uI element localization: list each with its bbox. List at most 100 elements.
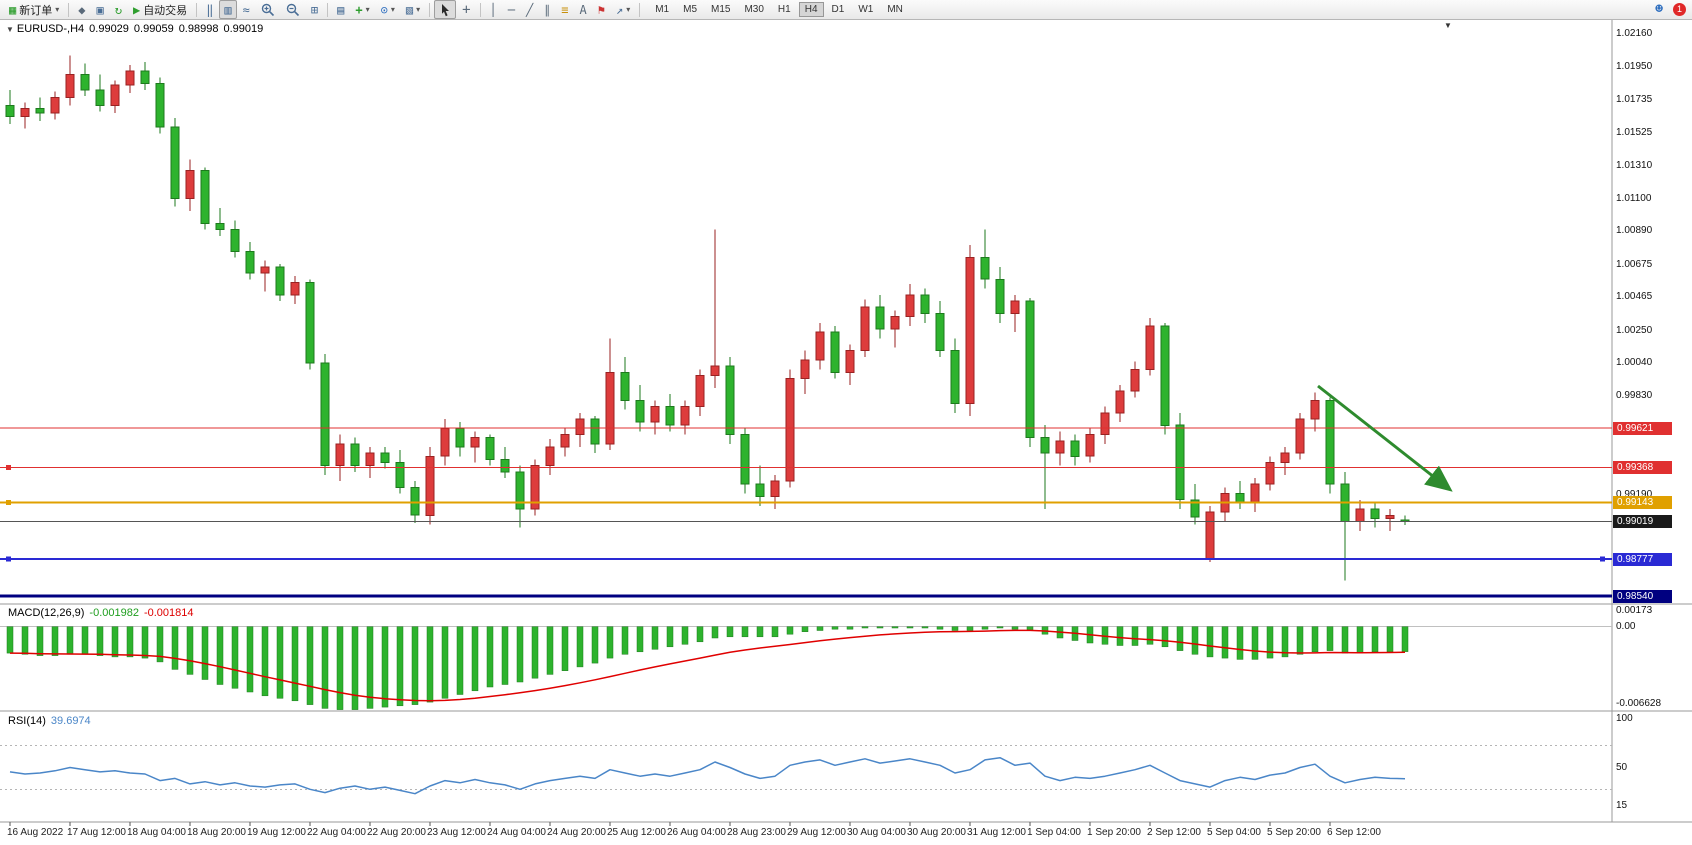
toolbar-separator: [429, 2, 431, 17]
chevron-down-icon[interactable]: ▾: [626, 5, 631, 14]
time-axis-label: 30 Aug 20:00: [907, 827, 966, 838]
time-axis-label: 29 Aug 12:00: [787, 827, 846, 838]
chevron-down-icon[interactable]: ▾: [416, 5, 421, 14]
fibonacci-button[interactable]: ≡: [556, 0, 573, 19]
price-axis-label: 1.01100: [1616, 192, 1652, 204]
price-line-badge: 0.98777: [1613, 552, 1672, 566]
macd-signal-value: -0.001814: [143, 607, 194, 619]
channel-button[interactable]: ∥: [539, 0, 555, 19]
timeframe-button-mn[interactable]: MN: [887, 4, 903, 15]
chevron-down-icon[interactable]: ▾: [55, 5, 60, 14]
indicators-button[interactable]: + ▾: [350, 0, 374, 19]
timeframe-button-m30[interactable]: M30: [744, 4, 764, 15]
bar-chart-button[interactable]: ‖: [201, 0, 218, 19]
candlestick-chart-button[interactable]: ▥: [219, 0, 237, 19]
channel-icon: ∥: [544, 2, 551, 17]
text-label-icon: ⚑: [597, 2, 605, 17]
time-axis-label: 26 Aug 04:00: [667, 827, 726, 838]
chart-shift-marker[interactable]: ▼: [1444, 21, 1452, 30]
new-order-icon: ▦: [9, 2, 17, 17]
time-axis-label: 5 Sep 20:00: [1267, 827, 1321, 838]
price-axis-label: 1.01950: [1616, 60, 1653, 72]
timeframe-button-m1[interactable]: M1: [655, 4, 670, 15]
timeframe-button-m15[interactable]: M15: [711, 4, 731, 15]
indicators-plus-icon: +: [355, 2, 363, 17]
price-axis-label: 1.02160: [1616, 27, 1653, 39]
timeframe-button-h1[interactable]: H1: [777, 4, 791, 15]
time-axis-label: 2 Sep 12:00: [1147, 827, 1201, 838]
text-button[interactable]: A: [574, 0, 591, 19]
refresh-button[interactable]: ↻: [110, 0, 127, 19]
panel-separators[interactable]: [0, 20, 1692, 823]
chevron-down-icon[interactable]: ▾: [390, 5, 395, 14]
community-person-icon: ☻: [1655, 2, 1663, 17]
ohlc-high: 0.99059: [133, 23, 174, 35]
text-label-button[interactable]: ⚑: [593, 0, 610, 19]
vertical-line-button[interactable]: │: [485, 0, 502, 19]
trend-arrow-annotation[interactable]: [1317, 384, 1453, 492]
time-axis-label: 30 Aug 04:00: [847, 827, 906, 838]
time-axis-label: 19 Aug 12:00: [247, 827, 306, 838]
zoom-in-button[interactable]: [256, 0, 280, 19]
one-click-trading-toggle[interactable]: ▼: [6, 25, 14, 34]
time-axis-label: 23 Aug 12:00: [427, 827, 486, 838]
clock-icon: ⊙: [380, 2, 388, 17]
tile-windows-icon: ⊞: [310, 2, 319, 17]
price-line-badge: 0.99621: [1613, 421, 1672, 435]
toolbar-separator: [327, 2, 329, 17]
price-axis-label: 0.99190: [1616, 489, 1653, 501]
price-line-badge: 0.99368: [1613, 460, 1672, 474]
price-line-badge: 0.99143: [1613, 495, 1672, 509]
time-axis-label: 22 Aug 04:00: [307, 827, 366, 838]
time-axis-label: 18 Aug 20:00: [187, 827, 246, 838]
market-watch-button[interactable]: ▣: [91, 0, 108, 19]
autotrading-label: 自动交易: [143, 4, 188, 17]
macd-main-value: -0.001982: [89, 607, 139, 619]
timeframe-button-d1[interactable]: D1: [831, 4, 845, 15]
compass-button[interactable]: ◆: [73, 0, 90, 19]
timeframe-toolbar: M1 M5 M15 M30 H1 H4 D1 W1 MN: [648, 2, 910, 17]
arrows-button[interactable]: ↗ ▾: [611, 0, 635, 19]
new-order-button[interactable]: ▦ 新订单 ▾: [4, 0, 64, 19]
crosshair-button[interactable]: +: [457, 0, 475, 19]
macd-axis-label: 0.00: [1616, 620, 1636, 632]
zoom-in-icon: [261, 3, 274, 16]
cascade-windows-button[interactable]: ▤: [332, 0, 349, 19]
time-axis-label: 25 Aug 12:00: [607, 827, 666, 838]
price-axis-label: 1.00250: [1616, 324, 1653, 336]
macd-axis-label: -0.006628: [1616, 698, 1662, 709]
zoom-out-icon: [286, 3, 299, 16]
new-order-label: 新订单: [19, 4, 53, 17]
time-axis-label: 22 Aug 20:00: [367, 827, 426, 838]
timeframe-button-h4[interactable]: H4: [798, 2, 824, 17]
cursor-button[interactable]: [434, 0, 457, 19]
chevron-down-icon[interactable]: ▾: [365, 5, 370, 14]
autotrading-button[interactable]: ▶ 自动交易: [128, 0, 192, 19]
horizontal-lines[interactable]: [0, 427, 1612, 598]
trendline-icon: ╱: [526, 2, 534, 17]
rsi-axis-label: 100: [1616, 713, 1633, 724]
horizontal-line-button[interactable]: ─: [503, 0, 520, 19]
line-chart-button[interactable]: ≈: [238, 0, 255, 19]
trendline-button[interactable]: ╱: [521, 0, 538, 19]
templates-button[interactable]: ▧ ▾: [401, 0, 425, 19]
chart-title: ▼ EURUSD-,H4 0.99029 0.99059 0.98998 0.99019: [6, 23, 268, 35]
zoom-out-button[interactable]: [281, 0, 305, 19]
timeframe-button-w1[interactable]: W1: [858, 4, 874, 15]
arrow-shapes-icon: ↗: [615, 2, 624, 17]
time-axis-label: 18 Aug 04:00: [127, 827, 186, 838]
macd-indicator-label: MACD(12,26,9) -0.001982 -0.001814: [8, 607, 199, 619]
time-axis-label: 24 Aug 20:00: [547, 827, 606, 838]
notification-badge[interactable]: 1: [1673, 3, 1686, 16]
timeframe-button-m5[interactable]: M5: [683, 4, 698, 15]
community-button[interactable]: ☻: [1650, 0, 1668, 19]
cursor-icon: [442, 3, 450, 16]
time-axis-label: 6 Sep 12:00: [1327, 827, 1381, 838]
tile-windows-button[interactable]: ⊞: [306, 0, 323, 19]
cascade-windows-icon: ▤: [337, 2, 345, 17]
periods-button[interactable]: ⊙ ▾: [376, 0, 400, 19]
price-axis-label: 1.00040: [1616, 357, 1653, 369]
time-axis-label: 5 Sep 04:00: [1207, 827, 1261, 838]
